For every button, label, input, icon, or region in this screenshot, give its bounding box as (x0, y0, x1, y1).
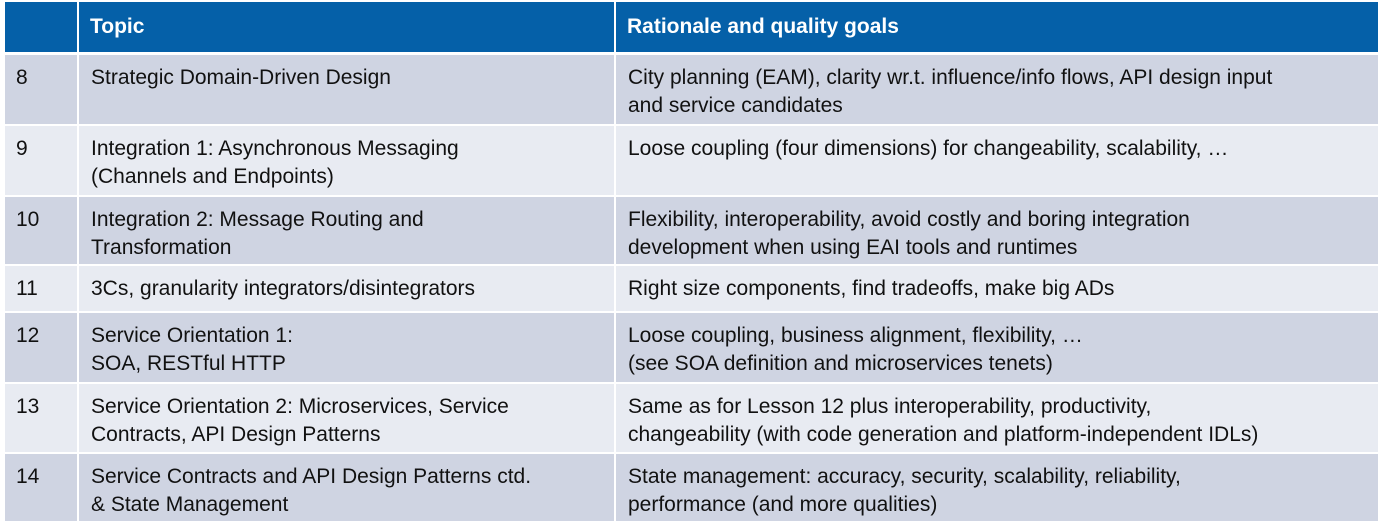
table-row: 14 Service Contracts and API Design Patt… (5, 452, 1378, 523)
row-number: 10 (5, 195, 79, 266)
row-number: 11 (5, 264, 79, 313)
row-topic: Integration 1: Asynchronous Messaging (C… (78, 124, 616, 197)
table-row: 12 Service Orientation 1: SOA, RESTful H… (5, 311, 1378, 384)
table-row: 8 Strategic Domain-Driven Design City pl… (5, 53, 1378, 126)
row-rationale: City planning (EAM), clarity wr.t. influ… (615, 53, 1378, 126)
table-row: 10 Integration 2: Message Routing and Tr… (5, 195, 1378, 266)
row-topic: Service Orientation 1: SOA, RESTful HTTP (78, 311, 616, 384)
row-number: 13 (5, 382, 79, 454)
row-rationale: Loose coupling, business alignment, flex… (615, 311, 1378, 384)
row-rationale: Flexibility, interoperability, avoid cos… (615, 195, 1378, 266)
row-topic: Service Contracts and API Design Pattern… (78, 452, 616, 523)
table-row: 9 Integration 1: Asynchronous Messaging … (5, 124, 1378, 197)
table-row: 11 3Cs, granularity integrators/disinteg… (5, 264, 1378, 313)
row-rationale: Right size components, find tradeoffs, m… (615, 264, 1378, 313)
header-topic: Topic (78, 2, 616, 55)
row-topic: Service Orientation 2: Microservices, Se… (78, 382, 616, 454)
row-number: 9 (5, 124, 79, 197)
row-number: 12 (5, 311, 79, 384)
row-topic: Strategic Domain-Driven Design (78, 53, 616, 126)
row-number: 14 (5, 452, 79, 523)
row-number: 8 (5, 53, 79, 126)
table-row: 13 Service Orientation 2: Microservices,… (5, 382, 1378, 454)
row-rationale: State management: accuracy, security, sc… (615, 452, 1378, 523)
table-header-row: Topic Rationale and quality goals (5, 2, 1378, 55)
row-topic: 3Cs, granularity integrators/disintegrat… (78, 264, 616, 313)
row-rationale: Loose coupling (four dimensions) for cha… (615, 124, 1378, 197)
row-topic: Integration 2: Message Routing and Trans… (78, 195, 616, 266)
lesson-topics-table: Topic Rationale and quality goals 8 Stra… (5, 2, 1378, 523)
header-number (5, 2, 79, 55)
header-rationale: Rationale and quality goals (615, 2, 1378, 55)
row-rationale: Same as for Lesson 12 plus interoperabil… (615, 382, 1378, 454)
